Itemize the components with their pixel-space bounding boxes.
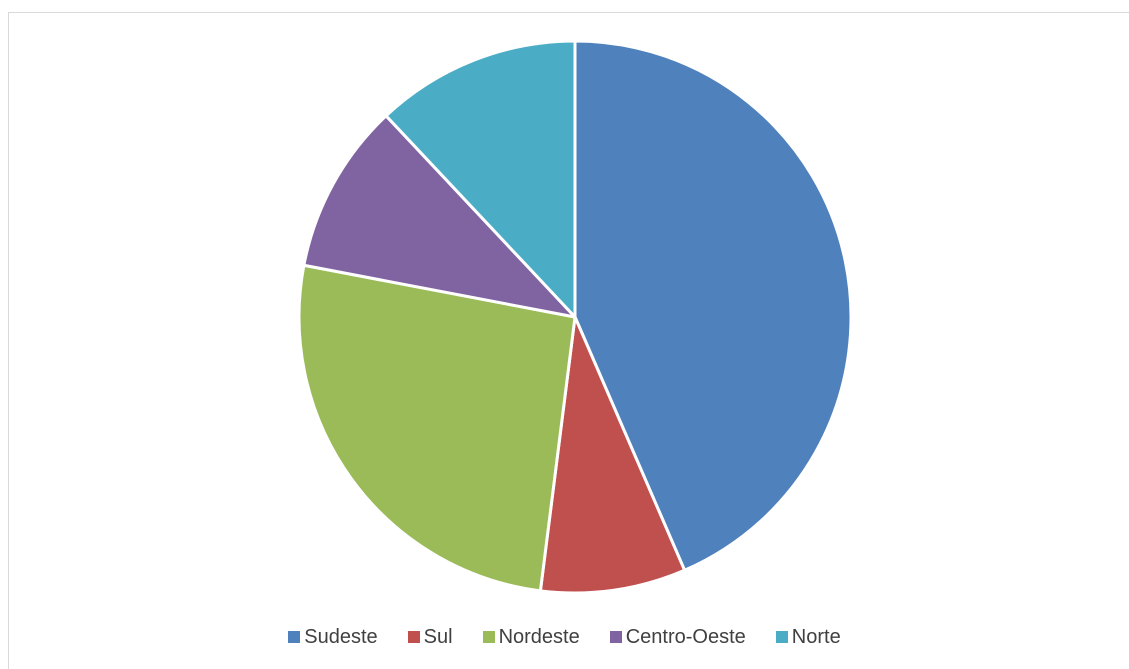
legend-item-centro-oeste: Centro-Oeste <box>610 626 746 649</box>
legend-swatch-nordeste <box>483 631 495 643</box>
legend-swatch-sul <box>408 631 420 643</box>
legend-item-norte: Norte <box>776 626 841 649</box>
legend-label-centro-oeste: Centro-Oeste <box>626 626 746 649</box>
legend: Sudeste Sul Nordeste Centro-Oeste Norte <box>0 622 1129 652</box>
pie-slice-nordeste <box>299 265 575 591</box>
legend-label-norte: Norte <box>792 626 841 649</box>
legend-item-sudeste: Sudeste <box>288 626 377 649</box>
legend-label-sudeste: Sudeste <box>304 626 377 649</box>
legend-item-sul: Sul <box>408 626 453 649</box>
legend-swatch-sudeste <box>288 631 300 643</box>
pie-slices <box>299 41 851 593</box>
legend-swatch-centro-oeste <box>610 631 622 643</box>
legend-label-sul: Sul <box>424 626 453 649</box>
legend-item-nordeste: Nordeste <box>483 626 580 649</box>
legend-label-nordeste: Nordeste <box>499 626 580 649</box>
legend-swatch-norte <box>776 631 788 643</box>
